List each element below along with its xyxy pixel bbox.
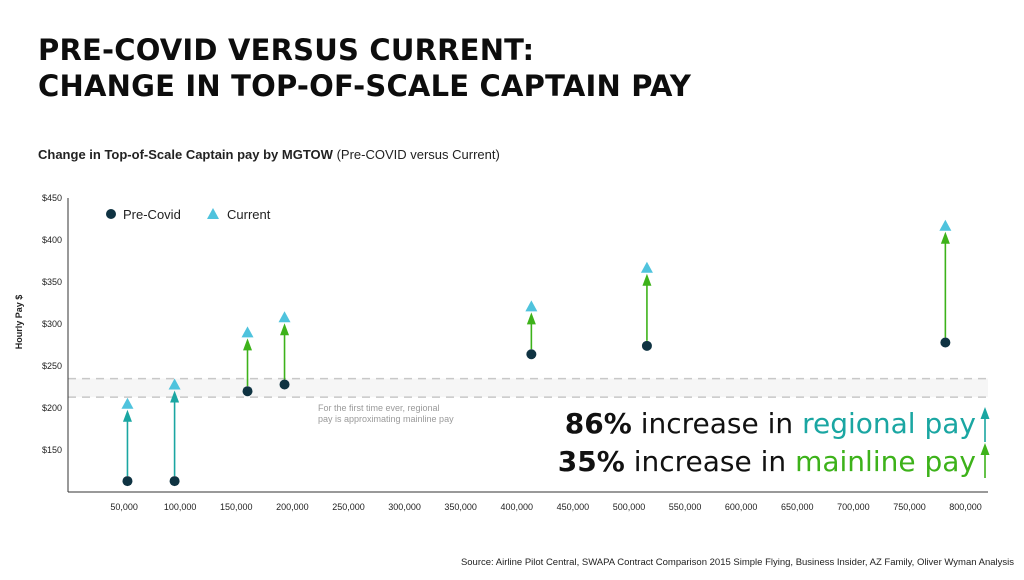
band-annotation-line-1: For the first time ever, regional — [318, 403, 440, 413]
x-tick-label: 250,000 — [332, 502, 365, 512]
x-tick-label: 100,000 — [164, 502, 197, 512]
callout-side-arrows — [980, 407, 990, 478]
current-point — [640, 261, 653, 273]
current-point — [121, 397, 134, 409]
regional-highlight: regional pay — [802, 407, 976, 440]
x-tick-label: 150,000 — [220, 502, 253, 512]
mainline-callout: 35% increase in mainline pay — [558, 444, 976, 480]
legend-pre-covid-marker — [106, 209, 116, 219]
data-markers — [121, 219, 952, 487]
page-title: PRE-COVID VERSUS CURRENT: CHANGE IN TOP-… — [38, 32, 691, 104]
current-point — [525, 300, 538, 312]
x-tick-label: 50,000 — [110, 502, 138, 512]
y-tick-label: $200 — [42, 403, 62, 413]
title-line-2: CHANGE IN TOP-OF-SCALE CAPTAIN PAY — [38, 69, 692, 103]
legend: Pre-Covid Current — [106, 207, 271, 222]
regional-side-arrow-head — [980, 407, 990, 419]
pre-covid-point — [242, 386, 253, 397]
chart-subtitle-normal: (Pre-COVID versus Current) — [336, 147, 500, 162]
parity-band — [68, 378, 988, 398]
pre-covid-point — [641, 340, 652, 351]
y-tick-label: $400 — [42, 235, 62, 245]
x-tick-label: 400,000 — [501, 502, 534, 512]
y-axis-label: Hourly Pay $ — [14, 295, 24, 350]
current-point — [241, 326, 254, 338]
change-arrow-head — [170, 390, 180, 403]
title-line-1: PRE-COVID VERSUS CURRENT: — [38, 33, 535, 67]
pre-covid-point — [169, 476, 180, 487]
mainline-highlight: mainline pay — [795, 445, 976, 478]
current-point — [939, 219, 952, 231]
legend-current-marker — [207, 208, 219, 219]
x-tick-label: 600,000 — [725, 502, 758, 512]
pre-covid-point — [279, 379, 290, 390]
mainline-percent: 35% — [557, 445, 625, 478]
change-arrow-head — [122, 409, 132, 422]
regional-percent: 86% — [564, 407, 632, 440]
band-annotation-line-2: pay is approximating mainline pay — [318, 414, 454, 424]
x-tick-label: 750,000 — [893, 502, 926, 512]
pre-covid-point — [526, 349, 537, 360]
x-tick-labels: 50,000 100,000 150,000 200,000 250,000 300,00… — [110, 502, 982, 512]
x-tick-label: 650,000 — [781, 502, 814, 512]
chart-subtitle: Change in Top-of-Scale Captain pay by MG… — [38, 147, 500, 162]
x-tick-label: 500,000 — [613, 502, 646, 512]
x-tick-label: 450,000 — [557, 502, 590, 512]
mainline-side-arrow-head — [980, 443, 990, 455]
y-tick-labels: $150 $200 $250 $300 $350 $400 $450 — [42, 193, 62, 455]
current-point — [168, 378, 181, 390]
change-arrow-head — [243, 338, 253, 351]
x-tick-label: 700,000 — [837, 502, 870, 512]
y-tick-label: $300 — [42, 319, 62, 329]
change-arrow-head — [642, 273, 652, 286]
regional-callout: 86% increase in regional pay — [565, 406, 976, 442]
change-arrow-head — [280, 323, 290, 336]
x-tick-label: 350,000 — [444, 502, 477, 512]
x-tick-label: 200,000 — [276, 502, 309, 512]
change-arrow-head — [526, 312, 536, 325]
legend-pre-covid-label: Pre-Covid — [123, 207, 181, 222]
y-tick-label: $350 — [42, 277, 62, 287]
mainline-text: increase in — [633, 445, 787, 478]
source-note: Source: Airline Pilot Central, SWAPA Con… — [460, 557, 1014, 568]
x-tick-label: 300,000 — [388, 502, 421, 512]
y-tick-label: $250 — [42, 361, 62, 371]
change-arrows — [122, 231, 950, 477]
y-tick-label: $450 — [42, 193, 62, 203]
current-point — [278, 311, 291, 323]
x-tick-label: 550,000 — [669, 502, 702, 512]
pre-covid-point — [122, 476, 133, 487]
chart-subtitle-bold: Change in Top-of-Scale Captain pay by MG… — [38, 147, 333, 162]
pre-covid-point — [940, 337, 951, 348]
legend-current-label: Current — [227, 207, 271, 222]
change-arrow-head — [940, 231, 950, 244]
y-tick-label: $150 — [42, 445, 62, 455]
regional-text: increase in — [640, 407, 794, 440]
x-tick-label: 800,000 — [949, 502, 982, 512]
